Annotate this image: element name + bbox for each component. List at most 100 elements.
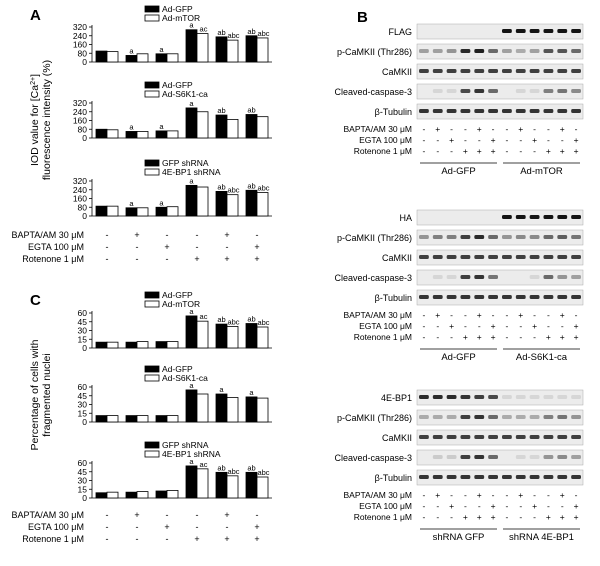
blot-band xyxy=(557,455,568,459)
blot-treatment-sign: + xyxy=(435,490,440,500)
blot-band xyxy=(474,89,485,93)
blot-band xyxy=(557,49,568,53)
bar xyxy=(95,128,108,139)
y-tick-label: 320 xyxy=(73,22,87,32)
blot-treatment-sign: + xyxy=(491,501,496,511)
blot-band xyxy=(557,435,568,439)
blot-treatment-sign: + xyxy=(574,321,579,331)
blot-row-label: Cleaved-caspase-3 xyxy=(334,453,412,463)
legend-label: Ad-GFP xyxy=(162,364,193,374)
blot-treatment-sign: - xyxy=(436,512,439,522)
blot-band xyxy=(502,215,512,219)
blot-treatment-sign: + xyxy=(546,332,551,342)
blot-band xyxy=(515,29,526,33)
blot-treatment-sign: - xyxy=(422,124,425,134)
blot-group-label: Ad-GFP xyxy=(441,166,475,177)
blot-band xyxy=(543,475,554,479)
blot-band xyxy=(502,415,512,419)
bar xyxy=(125,207,138,217)
blot-band xyxy=(474,109,485,113)
blot-band xyxy=(432,395,443,399)
bar xyxy=(95,50,108,63)
blot-treatment-sign: - xyxy=(533,146,536,156)
blot-treatment-sign: + xyxy=(463,512,468,522)
treatment-sign: - xyxy=(106,242,109,252)
blot-band xyxy=(488,69,498,73)
bar-annotation: abc xyxy=(257,318,269,327)
blot-band xyxy=(474,455,485,459)
blot-treatment-sign: - xyxy=(505,310,508,320)
treatment-sign: + xyxy=(164,522,169,532)
panel-letter-b: B xyxy=(357,9,368,26)
blot-treatment-sign: - xyxy=(505,124,508,134)
blot-band xyxy=(432,49,443,53)
blot-band xyxy=(529,109,540,113)
blot-band xyxy=(571,89,581,93)
blot-treatment-sign: - xyxy=(436,135,439,145)
blot-band xyxy=(432,475,443,479)
blot-strip xyxy=(416,389,584,406)
blot-treatment-label: EGTA 100 μM xyxy=(359,501,412,511)
legend-label: Ad-GFP xyxy=(162,4,193,14)
bar xyxy=(166,130,179,139)
legend-swatch xyxy=(144,168,160,176)
blot-treatment-sign: + xyxy=(560,490,565,500)
blot-band xyxy=(474,415,485,419)
bar-annotation: a xyxy=(129,199,134,208)
y-tick-label: 45 xyxy=(78,317,88,327)
blot-band xyxy=(502,475,512,479)
blot-band xyxy=(460,69,471,73)
blot-treatment-sign: - xyxy=(575,310,578,320)
blot-band xyxy=(543,235,554,239)
treatment-table-c: BAPTA/AM 30 μM - + - - + - EGTA 100 μM - - + - - + Rot… xyxy=(11,510,259,544)
bar xyxy=(95,205,108,217)
bar xyxy=(245,35,258,63)
blot-strip xyxy=(416,409,584,426)
blot-treatment-sign: - xyxy=(547,124,550,134)
blot-band xyxy=(432,109,443,113)
blot-treatment-sign: + xyxy=(477,124,482,134)
blot-treatment-label: BAPTA/AM 30 μM xyxy=(343,310,412,320)
blot-band xyxy=(488,235,498,239)
blot-band xyxy=(419,415,429,419)
bar xyxy=(136,491,149,499)
blot-treatment-sign: - xyxy=(450,512,453,522)
blot-treatment-label: Rotenone 1 μM xyxy=(354,332,412,342)
blot-band xyxy=(515,89,526,93)
blot-treatment-sign: - xyxy=(533,490,536,500)
blot-treatment-sign: - xyxy=(450,332,453,342)
blot-treatment-sign: + xyxy=(449,321,454,331)
blot-band xyxy=(515,295,526,299)
blot-treatment-sign: - xyxy=(464,501,467,511)
blot-treatment-sign: - xyxy=(422,321,425,331)
blot-treatment-sign: - xyxy=(533,310,536,320)
blot-row-label: β-Tubulin xyxy=(375,473,412,483)
blot-panel-1: FLAG p-CaMKII (Thr286) CaMKII Cleaved-caspa… xyxy=(334,23,584,177)
bar xyxy=(136,53,149,63)
blot-band xyxy=(571,435,581,439)
blot-band xyxy=(529,215,540,219)
blot-band xyxy=(515,215,526,219)
y-tick-label: 0 xyxy=(82,211,87,221)
treatment-sign: + xyxy=(224,534,229,544)
blot-band xyxy=(502,395,512,399)
blot-treatment-sign: + xyxy=(477,332,482,342)
blot-row-label: CaMKII xyxy=(382,67,412,77)
bar xyxy=(245,471,258,499)
blot-treatment-sign: + xyxy=(477,490,482,500)
blot-treatment-label: BAPTA/AM 30 μM xyxy=(343,124,412,134)
blot-band xyxy=(515,395,526,399)
blot-band xyxy=(557,109,568,113)
blot-treatment-sign: - xyxy=(547,310,550,320)
y-tick-label: 240 xyxy=(73,185,87,195)
bar xyxy=(215,471,228,499)
blot-strip xyxy=(416,449,584,466)
blot-row-label: HA xyxy=(399,213,412,223)
blot-band xyxy=(460,395,471,399)
blot-treatment-sign: - xyxy=(505,146,508,156)
bar-annotation: abc xyxy=(227,317,239,326)
y-tick-label: 60 xyxy=(78,382,88,392)
blot-band xyxy=(419,235,429,239)
blot-treatment-sign: - xyxy=(464,490,467,500)
blot-treatment-sign: - xyxy=(505,512,508,522)
